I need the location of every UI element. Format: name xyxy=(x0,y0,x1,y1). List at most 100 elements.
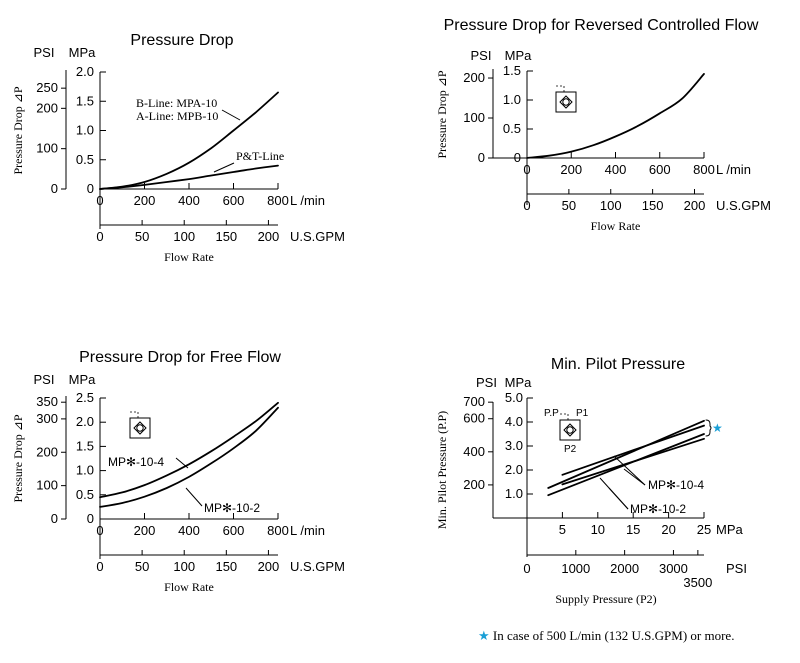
psi-tick-label: 300 xyxy=(36,411,58,426)
series-line-1 xyxy=(99,401,279,499)
valve-ball xyxy=(566,426,574,434)
gpm-tick-label: 200 xyxy=(258,229,280,244)
annotation-leader xyxy=(213,162,235,173)
mpa-tick-label: 3.0 xyxy=(505,438,523,453)
mpa-tick-label: 5.0 xyxy=(505,390,523,405)
pilot-check-valve-symbol xyxy=(559,413,581,441)
psi-tick-label: 250 xyxy=(36,80,58,95)
y-axis-label: Pressure Drop ⊿P xyxy=(11,414,25,502)
lmin-tick-label: 600 xyxy=(223,193,245,208)
y-axis-label: Pressure Drop ⊿P xyxy=(435,70,449,158)
star-icon: ★ xyxy=(478,628,490,643)
chart-title: Min. Pilot Pressure xyxy=(551,356,685,373)
gpm-tick-label: 0 xyxy=(96,559,103,574)
valve-body xyxy=(559,419,581,441)
gpm-tick-label: 200 xyxy=(258,559,280,574)
valve-pilot-line xyxy=(130,411,139,418)
mpa-tick-label: 2.5 xyxy=(76,390,94,405)
series-line-2 xyxy=(561,424,705,476)
annotation-pt-line: P&T-Line xyxy=(236,149,284,163)
valve-body xyxy=(555,91,577,113)
mpa-tick-label: 2.0 xyxy=(76,414,94,429)
x-axis-label: Supply Pressure (P2) xyxy=(555,592,656,606)
x-psi-tick-label: 3500 xyxy=(683,575,712,590)
series-line-2 xyxy=(99,164,279,190)
psi-tick-label: 200 xyxy=(463,477,485,492)
x-axis-label: Flow Rate xyxy=(164,580,214,594)
series-line-1 xyxy=(547,419,705,489)
unit-psi-label: PSI xyxy=(476,375,497,390)
gpm-tick-label: 100 xyxy=(173,559,195,574)
series-line-2 xyxy=(99,406,279,508)
mpa-tick-label: 4.0 xyxy=(505,414,523,429)
gpm-tick-label: 100 xyxy=(600,198,622,213)
port-label-p1: P1 xyxy=(576,408,589,419)
footnote-text: In case of 500 L/min (132 U.S.GPM) or mo… xyxy=(492,628,735,643)
x-psi-tick-label: 1000 xyxy=(561,561,590,576)
mpa-tick-label: 0 xyxy=(87,181,94,196)
x-mpa-tick-label: 15 xyxy=(626,522,640,537)
unit-psi-label: PSI xyxy=(34,45,55,60)
unit-psi-label: PSI xyxy=(471,48,492,63)
unit-gpm-label: U.S.GPM xyxy=(290,559,345,574)
valve-ball xyxy=(562,98,570,106)
unit-lmin-label: L /min xyxy=(290,193,325,208)
mpa-tick-label: 0.5 xyxy=(76,487,94,502)
valve-diamond xyxy=(563,423,577,437)
series-label-lower: MP✻-10-2 xyxy=(630,502,686,516)
chart-panel-3: Pressure Drop for Free Flow PSI MPa Pressur… xyxy=(11,349,345,594)
gpm-tick-label: 50 xyxy=(562,198,576,213)
chart-title: Pressure Drop for Reversed Controlled Fl… xyxy=(444,17,759,34)
mpa-tick-label: 1.0 xyxy=(505,486,523,501)
unit-mpa-label: MPa xyxy=(69,45,97,60)
lmin-tick-label: 600 xyxy=(223,523,245,538)
unit-mpa-label: MPa xyxy=(69,372,97,387)
annotation-leader xyxy=(608,487,629,510)
mpa-tick-label: 2.0 xyxy=(76,64,94,79)
unit-x-mpa-label: MPa xyxy=(716,522,744,537)
lmin-tick-label: 400 xyxy=(178,193,200,208)
y-axis-label: Pressure Drop ⊿P xyxy=(11,86,25,174)
gpm-tick-label: 200 xyxy=(684,198,706,213)
annotation-leader xyxy=(613,455,646,486)
y-axis-label: Min. Pilot Pressure (P.P) xyxy=(435,411,449,529)
series-label-2: MP✻-10-2 xyxy=(204,501,260,515)
port-label-pp: P.P xyxy=(544,408,559,419)
mpa-tick-label: 1.0 xyxy=(76,123,94,138)
x-axis-label: Flow Rate xyxy=(591,219,641,233)
psi-tick-label: 100 xyxy=(463,110,485,125)
lmin-tick-label: 400 xyxy=(178,523,200,538)
unit-mpa-label: MPa xyxy=(505,375,533,390)
unit-x-psi-label: PSI xyxy=(726,561,747,576)
gpm-tick-label: 100 xyxy=(173,229,195,244)
psi-tick-label: 200 xyxy=(463,70,485,85)
gpm-tick-label: 0 xyxy=(523,198,530,213)
valve-ball xyxy=(136,424,144,432)
chart-title: Pressure Drop xyxy=(130,32,233,49)
x-psi-tick-label: 0 xyxy=(523,561,530,576)
unit-psi-label: PSI xyxy=(34,372,55,387)
valve-pilot-line xyxy=(556,85,565,92)
x-mpa-tick-label: 25 xyxy=(697,522,711,537)
mpa-tick-label: 1.5 xyxy=(503,63,521,78)
annotation-leader xyxy=(185,487,203,507)
series-line-1 xyxy=(99,91,279,190)
star-icon: ★ xyxy=(712,421,723,435)
footnote: ★ In case of 500 L/min (132 U.S.GPM) or … xyxy=(478,628,734,644)
x-mpa-tick-label: 20 xyxy=(661,522,675,537)
unit-lmin-label: L /min xyxy=(290,523,325,538)
mpa-tick-label: 0 xyxy=(514,150,521,165)
unit-gpm-label: U.S.GPM xyxy=(716,198,771,213)
mpa-tick-label: 1.5 xyxy=(76,438,94,453)
series-label-1: MP✻-10-4 xyxy=(108,455,164,469)
psi-tick-label: 200 xyxy=(36,444,58,459)
mpa-tick-label: 1.0 xyxy=(76,463,94,478)
x-psi-tick-label: 2000 xyxy=(610,561,639,576)
chart-panel-2: Pressure Drop for Reversed Controlled Fl… xyxy=(435,17,771,233)
unit-mpa-label: MPa xyxy=(505,48,533,63)
gpm-tick-label: 150 xyxy=(215,229,237,244)
mpa-tick-label: 1.5 xyxy=(76,93,94,108)
valve-body xyxy=(129,417,151,439)
chart-title: Pressure Drop for Free Flow xyxy=(79,349,281,366)
